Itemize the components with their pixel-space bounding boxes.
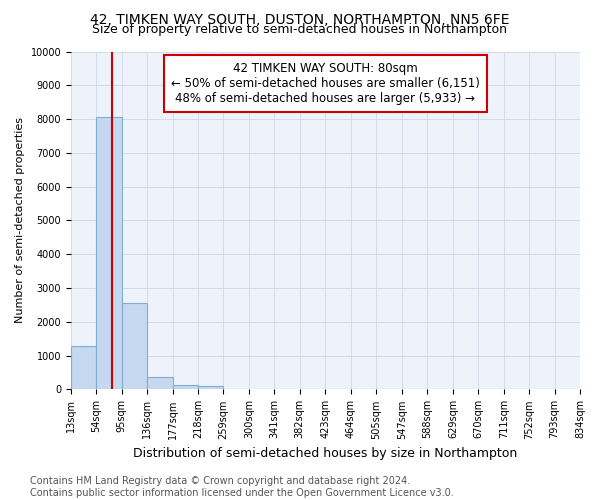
Text: 42 TIMKEN WAY SOUTH: 80sqm
← 50% of semi-detached houses are smaller (6,151)
48%: 42 TIMKEN WAY SOUTH: 80sqm ← 50% of semi…	[171, 62, 480, 104]
Bar	[198, 386, 223, 390]
Bar	[97, 118, 122, 390]
Text: Size of property relative to semi-detached houses in Northampton: Size of property relative to semi-detach…	[92, 22, 508, 36]
Bar	[173, 384, 198, 390]
X-axis label: Distribution of semi-detached houses by size in Northampton: Distribution of semi-detached houses by …	[133, 447, 518, 460]
Bar	[147, 376, 173, 390]
Y-axis label: Number of semi-detached properties: Number of semi-detached properties	[15, 118, 25, 324]
Text: 42, TIMKEN WAY SOUTH, DUSTON, NORTHAMPTON, NN5 6FE: 42, TIMKEN WAY SOUTH, DUSTON, NORTHAMPTO…	[90, 12, 510, 26]
Bar	[122, 304, 147, 390]
Bar	[71, 346, 97, 390]
Text: Contains HM Land Registry data © Crown copyright and database right 2024.
Contai: Contains HM Land Registry data © Crown c…	[30, 476, 454, 498]
